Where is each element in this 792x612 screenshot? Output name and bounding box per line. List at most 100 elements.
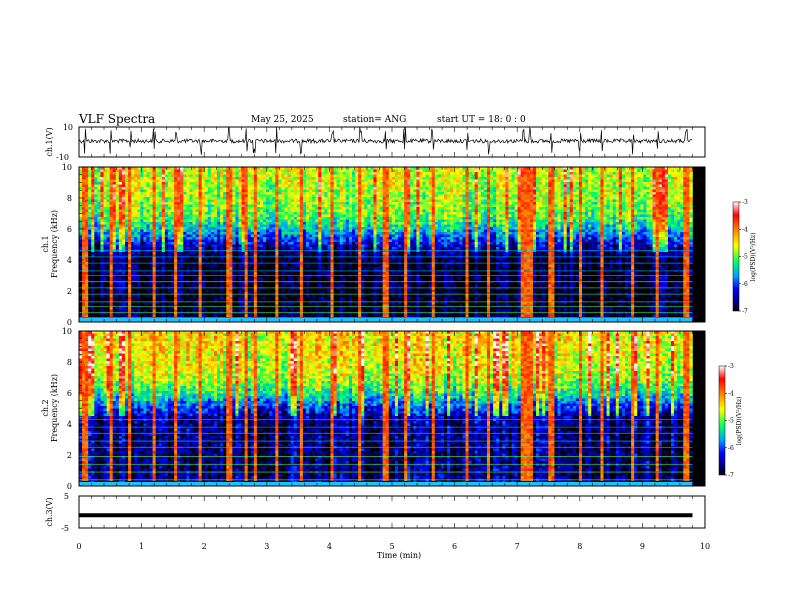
- spectrogram-cell: [121, 309, 126, 313]
- spectrogram-cell: [112, 287, 117, 290]
- spectrogram-cell: [134, 314, 138, 318]
- spectrogram-cell: [143, 289, 147, 293]
- spectrogram-cell: [152, 314, 156, 318]
- spectrogram-cell: [217, 279, 221, 283]
- spectrogram-cell: [198, 224, 202, 228]
- spectrogram-cell: [318, 194, 322, 198]
- spectrogram-cell: [207, 229, 212, 233]
- spectrogram-cell: [183, 202, 187, 205]
- spectrogram-cell: [118, 239, 123, 243]
- spectrogram-cell: [183, 294, 187, 298]
- spectrogram-cell: [281, 192, 285, 195]
- spectrogram-cell: [155, 227, 160, 230]
- spectrogram-cell: [321, 202, 325, 205]
- spectrogram-cell: [192, 177, 196, 180]
- spectrogram-cell: [312, 289, 316, 293]
- spectrogram-cell: [318, 182, 322, 185]
- spectrogram-cell: [217, 214, 221, 218]
- spectrogram-cell: [235, 209, 239, 213]
- spectrogram-cell: [266, 282, 270, 285]
- spectrogram-cell: [152, 284, 156, 288]
- spectrogram-cell: [158, 187, 163, 190]
- spectrogram-cell: [94, 279, 98, 283]
- spectrogram-cell: [266, 189, 270, 193]
- spectrogram-cell: [269, 304, 273, 308]
- spectrogram-cell: [226, 177, 230, 180]
- spectrogram-cell: [321, 259, 325, 263]
- spectrogram-cell: [232, 252, 236, 255]
- spectrogram-cell: [164, 187, 169, 190]
- spectrogram-cell: [115, 287, 120, 290]
- spectrogram-cell: [125, 289, 129, 293]
- spectrogram-cell: [256, 194, 261, 198]
- spectrogram-cell: [189, 212, 193, 215]
- spectrogram-cell: [167, 302, 172, 305]
- spectrogram-cell: [94, 232, 98, 235]
- spectrogram-cell: [247, 209, 252, 213]
- spectrogram-cell: [158, 304, 163, 308]
- spectrogram-cell: [253, 217, 258, 220]
- spectrogram-cell: [88, 252, 92, 255]
- spectrogram-cell: [115, 267, 120, 270]
- spectrogram-cell: [85, 294, 89, 298]
- spectrogram-cell: [284, 294, 288, 298]
- spectrogram-cell: [284, 214, 288, 218]
- spectrogram-cell: [161, 254, 166, 258]
- spectrogram-cell: [299, 204, 304, 208]
- spectrogram-cell: [207, 289, 212, 293]
- spectrogram-cell: [192, 219, 196, 223]
- spectrogram-cell: [137, 264, 141, 268]
- spectrogram-cell: [213, 232, 218, 235]
- spectrogram-cell: [149, 169, 153, 173]
- spectrogram-cell: [97, 277, 101, 280]
- spectrogram-cell: [217, 207, 221, 210]
- spectrogram-cell: [183, 232, 187, 235]
- spectrogram-cell: [103, 297, 107, 300]
- spectrogram-cell: [281, 189, 285, 193]
- spectrogram-cell: [143, 242, 147, 245]
- spectrogram-cell: [125, 197, 129, 200]
- spectrogram-cell: [158, 267, 163, 270]
- spectrogram-cell: [201, 172, 206, 175]
- spectrogram-cell: [226, 167, 230, 170]
- spectrogram-cell: [290, 267, 295, 270]
- spectrogram-cell: [134, 289, 138, 293]
- spectrogram-cell: [220, 304, 224, 308]
- spectrogram-cell: [302, 297, 307, 300]
- spectrogram-cell: [79, 219, 83, 223]
- spectrogram-cell: [106, 227, 110, 230]
- spectrogram-cell: [125, 257, 129, 260]
- spectrogram-cell: [171, 239, 175, 243]
- spectrogram-cell: [140, 242, 144, 245]
- spectrogram-cell: [207, 282, 212, 285]
- spectrogram-cell: [213, 259, 218, 263]
- spectrogram-cell: [91, 257, 95, 260]
- spectrogram-cell: [266, 299, 270, 303]
- spectrogram-cell: [250, 279, 255, 283]
- spectrogram-cell: [112, 177, 117, 180]
- spectrogram-cell: [134, 287, 138, 290]
- spectrogram-cell: [210, 169, 215, 173]
- spectrogram-cell: [82, 279, 86, 283]
- spectrogram-cell: [161, 287, 166, 290]
- spectrogram-cell: [125, 199, 129, 203]
- spectrogram-cell: [266, 192, 270, 195]
- spectrogram-cell: [272, 277, 276, 280]
- spectrogram-cell: [266, 302, 270, 305]
- ch1-ytick-top: 10: [63, 123, 73, 132]
- spectrogram-cell: [82, 259, 86, 263]
- spectrogram-cell: [177, 252, 181, 255]
- spectrogram-cell: [121, 182, 126, 185]
- spectrogram-cell: [315, 289, 319, 293]
- spectrogram-cell: [149, 279, 153, 283]
- spectrogram-cell: [226, 202, 230, 205]
- spectrogram-cell: [131, 294, 135, 298]
- spectrogram-cell: [324, 227, 328, 230]
- spectrogram-cell: [106, 289, 110, 293]
- spectrogram-cell: [85, 292, 89, 295]
- spectrogram-cell: [293, 302, 298, 305]
- spectrogram-cell: [232, 292, 236, 295]
- spectrogram-cell: [82, 219, 86, 223]
- spectrogram-cell: [253, 182, 258, 185]
- spectrogram-cell: [131, 222, 135, 225]
